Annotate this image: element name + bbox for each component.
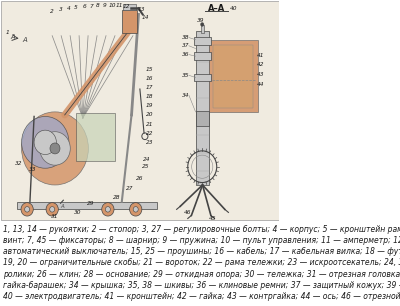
Text: 4: 4 <box>67 6 71 11</box>
Circle shape <box>130 203 142 216</box>
Text: A: A <box>60 204 64 209</box>
Text: автоматический выключатель; 15, 25 — проушины; 16 — кабель; 17 — кабельная вилка: автоматический выключатель; 15, 25 — про… <box>4 247 400 256</box>
Bar <box>196 111 209 125</box>
Text: 13: 13 <box>138 7 145 12</box>
Text: 32: 32 <box>15 161 22 166</box>
Circle shape <box>46 203 58 216</box>
Bar <box>196 31 209 185</box>
Text: ролики; 26 — клин; 28 — основание; 29 — откидная опора; 30 — тележка; 31 — отрез: ролики; 26 — клин; 28 — основание; 29 — … <box>4 270 400 279</box>
Text: 22: 22 <box>146 131 153 136</box>
Text: 27: 27 <box>126 185 134 191</box>
Text: 35: 35 <box>182 73 189 78</box>
Circle shape <box>22 117 69 168</box>
Text: 45: 45 <box>209 216 216 221</box>
Text: A: A <box>23 37 28 43</box>
Text: 15: 15 <box>146 67 153 72</box>
Text: 20: 20 <box>146 112 153 118</box>
Text: 14: 14 <box>142 15 149 20</box>
Bar <box>76 114 115 161</box>
Text: 19: 19 <box>146 103 153 108</box>
Text: 9: 9 <box>103 3 107 8</box>
Bar <box>123 4 136 10</box>
Text: 34: 34 <box>182 93 189 98</box>
Text: 10: 10 <box>108 3 116 8</box>
Circle shape <box>22 112 88 185</box>
Text: 37: 37 <box>182 43 189 48</box>
Text: 42: 42 <box>257 62 265 67</box>
Bar <box>194 74 211 81</box>
Text: 18: 18 <box>146 94 153 99</box>
Bar <box>122 10 137 33</box>
Text: 25: 25 <box>142 164 149 169</box>
Circle shape <box>25 207 30 212</box>
Text: 16: 16 <box>146 76 153 81</box>
Text: 17: 17 <box>146 85 153 90</box>
Text: 26: 26 <box>136 176 144 181</box>
Circle shape <box>34 130 56 155</box>
Text: 40 — электродвигатель; 41 — кронштейн; 42 — гайка; 43 — контргайка; 44 — ось; 46: 40 — электродвигатель; 41 — кронштейн; 4… <box>4 292 400 301</box>
Bar <box>213 46 253 108</box>
Text: 12: 12 <box>123 4 130 9</box>
Text: 29: 29 <box>88 201 95 206</box>
Text: 36: 36 <box>182 52 189 57</box>
Circle shape <box>50 143 60 154</box>
Text: 33: 33 <box>29 167 36 172</box>
Text: винт; 7, 45 — фиксаторы; 8 — шарнир; 9 — пружина; 10 — пульт управления; 11 — ам: винт; 7, 45 — фиксаторы; 8 — шарнир; 9 —… <box>4 236 400 245</box>
Bar <box>17 202 156 209</box>
Text: 38: 38 <box>182 35 189 40</box>
Bar <box>194 37 211 45</box>
Text: 30: 30 <box>74 210 81 215</box>
Bar <box>1 1 279 220</box>
Text: 1, 13, 14 — рукоятки; 2 — стопор; 3, 27 — регулировочные болты; 4 — корпус; 5 — : 1, 13, 14 — рукоятки; 2 — стопор; 3, 27 … <box>4 225 400 233</box>
Text: 46: 46 <box>184 210 191 215</box>
Text: 6: 6 <box>82 4 86 9</box>
Circle shape <box>50 207 55 212</box>
Text: А–А: А–А <box>208 4 225 13</box>
Text: 44: 44 <box>257 82 265 87</box>
Text: 31: 31 <box>51 215 59 219</box>
Text: 5: 5 <box>74 5 78 10</box>
Circle shape <box>200 23 204 26</box>
Text: 23: 23 <box>146 140 153 145</box>
Circle shape <box>105 207 110 212</box>
Text: 7: 7 <box>89 4 93 9</box>
Text: 8: 8 <box>96 3 100 8</box>
Text: 21: 21 <box>146 121 153 127</box>
Text: 28: 28 <box>112 195 120 200</box>
Text: 3: 3 <box>59 7 62 12</box>
Text: 43: 43 <box>257 72 265 77</box>
Text: 41: 41 <box>257 53 265 58</box>
Circle shape <box>21 203 33 216</box>
Bar <box>209 40 258 112</box>
Text: 39: 39 <box>197 18 204 23</box>
Text: 24: 24 <box>143 157 150 162</box>
Text: A: A <box>11 34 16 40</box>
Text: 40: 40 <box>229 6 237 11</box>
Bar <box>194 52 211 60</box>
Circle shape <box>102 203 114 216</box>
Text: 1: 1 <box>6 30 10 35</box>
Text: 11: 11 <box>115 3 123 8</box>
Text: 19, 20 — ограничительные скобы; 21 — вороток; 22 — рама тележки; 23 — искроотсек: 19, 20 — ограничительные скобы; 21 — вор… <box>4 258 400 267</box>
Bar <box>200 25 204 33</box>
Text: 2: 2 <box>50 9 54 14</box>
Text: гайка-барашек; 34 — крышка; 35, 38 — шкивы; 36 — клиновые ремни; 37 — защитный к: гайка-барашек; 34 — крышка; 35, 38 — шки… <box>4 281 400 290</box>
Circle shape <box>133 207 138 212</box>
Circle shape <box>40 132 70 165</box>
